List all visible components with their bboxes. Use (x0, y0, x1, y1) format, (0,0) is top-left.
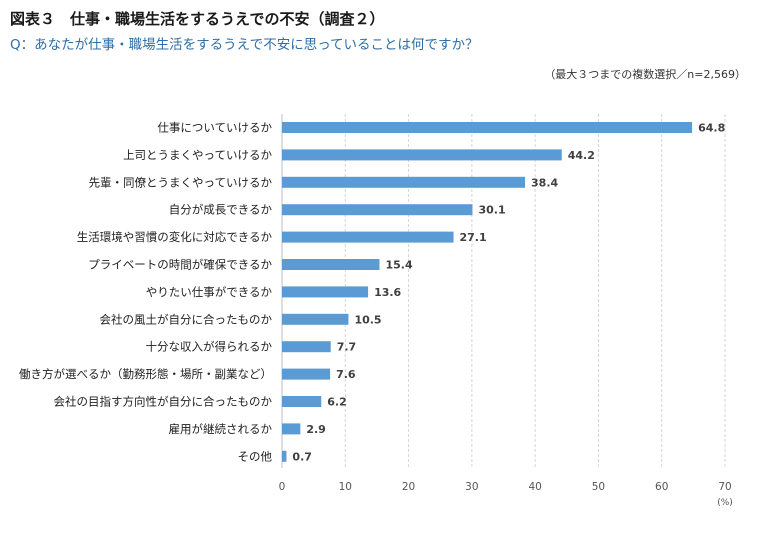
value-label: 13.6 (374, 286, 401, 299)
x-tick-label: 10 (339, 481, 352, 493)
x-tick-label: 30 (465, 481, 478, 493)
x-axis-unit: (%) (717, 498, 733, 508)
survey-question: Q：あなたが仕事・職場生活をするうえで不安に思っていることは何ですか？ (10, 37, 479, 53)
value-label: 7.7 (337, 341, 357, 354)
category-label: やりたい仕事ができるか (146, 285, 273, 299)
bar (282, 149, 562, 161)
sample-note: （最大３つまでの複数選択／n=2,569） (544, 68, 746, 81)
category-label: 仕事についていけるか (157, 121, 272, 135)
bar (282, 176, 526, 188)
category-label: その他 (238, 449, 273, 463)
value-label: 0.7 (292, 450, 312, 463)
bar (282, 450, 287, 462)
value-label: 27.1 (460, 231, 487, 244)
x-tick-label: 20 (402, 481, 415, 493)
bar (282, 204, 473, 216)
x-tick-label: 40 (528, 481, 541, 493)
value-label: 6.2 (327, 396, 347, 409)
bar (282, 368, 331, 380)
category-label: 会社の風土が自分に合ったものか (100, 312, 273, 326)
bar (282, 341, 331, 353)
category-label: 会社の目指す方向性が自分に合ったものか (54, 395, 273, 409)
value-label: 15.4 (385, 259, 412, 272)
labels: 仕事についていけるか 64.8 上司とうまくやっていけるか 44.2 先輩・同僚とうまく… (19, 121, 733, 509)
category-label: 生活環境や習慣の変化に対応できるか (77, 230, 273, 244)
value-label: 7.6 (336, 368, 356, 381)
bar (282, 231, 454, 243)
category-label: 上司とうまくやっていけるか (123, 148, 272, 162)
bar (282, 286, 369, 298)
x-tick-label: 50 (592, 481, 605, 493)
value-label: 44.2 (568, 149, 595, 162)
value-label: 64.8 (698, 122, 725, 135)
value-label: 2.9 (306, 423, 326, 436)
x-tick-label: 0 (279, 481, 286, 493)
category-label: 雇用が継続されるか (169, 422, 273, 436)
value-label: 10.5 (354, 313, 381, 326)
bar (282, 259, 380, 270)
x-tick-label: 70 (718, 481, 731, 493)
bar (282, 396, 322, 407)
bars (282, 122, 693, 462)
category-label: 働き方が選べるか（勤務形態・場所・副業など） (19, 367, 272, 381)
bar (282, 313, 349, 325)
category-label: プライベートの時間が確保できるか (88, 258, 272, 272)
value-label: 38.4 (531, 176, 558, 189)
category-label: 十分な収入が得られるか (146, 340, 273, 354)
chart-title: 図表３ 仕事・職場生活をするうえでの不安（調査２） (10, 10, 385, 28)
x-tick-label: 60 (655, 481, 668, 493)
value-label: 30.1 (478, 204, 505, 217)
bar (282, 122, 693, 133)
category-label: 先輩・同僚とうまくやっていけるか (89, 175, 273, 189)
category-label: 自分が成長できるか (169, 203, 273, 217)
bar (282, 423, 301, 435)
